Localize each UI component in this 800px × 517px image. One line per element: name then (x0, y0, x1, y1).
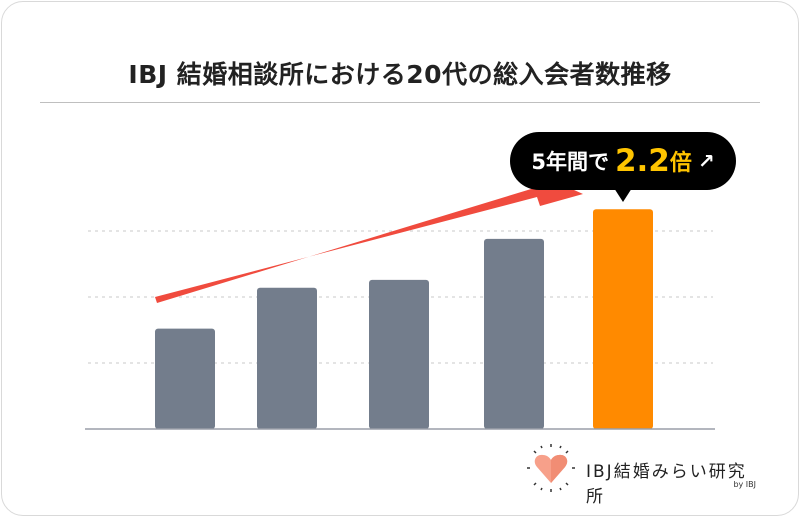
bar (369, 279, 429, 429)
bar (257, 287, 317, 429)
callout-unit: 倍 (669, 151, 692, 176)
bar (484, 238, 544, 429)
logo: IBJ結婚みらい研究所 by IBJ (526, 443, 756, 507)
heart-logo-icon (527, 444, 575, 492)
arrow-up-right-icon: ↗ (697, 149, 715, 173)
growth-callout: 5年間で 2.2 倍 ↗ (510, 132, 736, 202)
bar (155, 328, 215, 429)
logo-by: by IBJ (733, 480, 756, 489)
bar (593, 209, 653, 429)
callout-prefix: 5年間で (531, 150, 609, 174)
chart-title: IBJ 結婚相談所における20代の総入会者数推移 (128, 60, 672, 89)
growth-arrow (155, 177, 583, 303)
callout-value: 2.2 (614, 143, 670, 179)
title-divider (40, 102, 760, 103)
logo-text: IBJ結婚みらい研究所 (586, 462, 747, 507)
